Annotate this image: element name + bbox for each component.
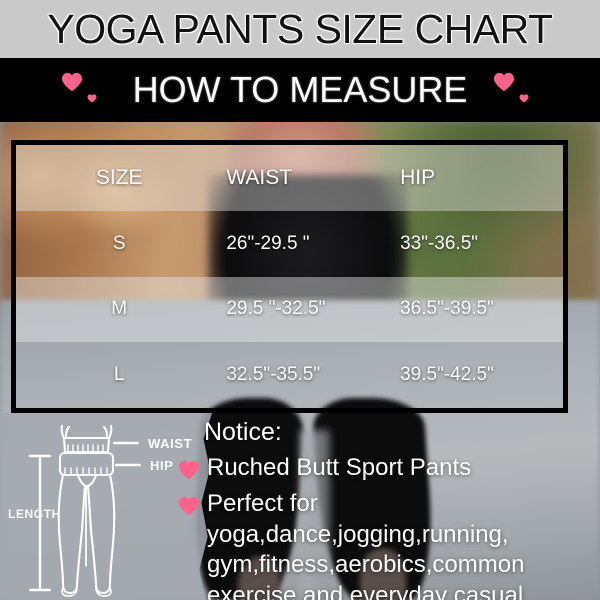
table-row: L 32.5"-35.5" 39.5"-42.5" — [16, 342, 563, 408]
cell-waist: 32.5"-35.5" — [226, 364, 321, 386]
table-row: S 26"-29.5 " 33"-36.5" — [16, 211, 563, 277]
column-header-size: SIZE — [95, 165, 143, 189]
subtitle-banner: HOW TO MEASURE — [0, 58, 600, 122]
heart-pair-icon-right — [493, 70, 539, 110]
cell-hip: 39.5"-42.5" — [400, 364, 494, 386]
notice-item: Perfect for yoga,dance,jogging,running, … — [179, 489, 600, 600]
measure-diagram-panel — [0, 413, 212, 600]
diagram-label-waist: WAIST — [148, 436, 192, 451]
cell-hip: 36.5"-39.5" — [400, 298, 494, 320]
heart-icon-small — [87, 94, 97, 103]
heart-icon — [179, 460, 199, 480]
column-header-hip: HIP — [400, 165, 436, 189]
title-banner: YOGA PANTS SIZE CHART — [0, 0, 600, 58]
page-title: YOGA PANTS SIZE CHART — [47, 5, 553, 52]
size-table: SIZE WAIST HIP S 26"-29.5 " 33"-36.5" M … — [11, 140, 568, 413]
heart-icon — [179, 497, 199, 516]
heart-icon — [61, 72, 82, 92]
cell-size: S — [112, 232, 126, 254]
heart-icon-small — [519, 94, 529, 103]
table-row: M 29.5 "-32.5" 36.5"-39.5" — [16, 276, 563, 343]
notice-item-text: Ruched Butt Sport Pants — [207, 454, 472, 481]
heart-pair-icon-left — [61, 70, 107, 110]
diagram-label-hip: HIP — [150, 458, 173, 473]
cell-size: M — [111, 298, 128, 320]
background-left-leg-slit — [238, 556, 280, 600]
notice-item-text: Perfect for yoga,dance,jogging,running, … — [207, 490, 525, 600]
heart-icon — [494, 72, 515, 92]
background-right-leg-slit — [360, 548, 406, 600]
table-header-row: SIZE WAIST HIP — [16, 145, 563, 211]
notice-item: Ruched Butt Sport Pants — [179, 453, 600, 483]
cell-hip: 33"-36.5" — [400, 232, 479, 254]
diagram-label-length: LENGTH — [8, 507, 61, 521]
background-leg-gap-highlight — [300, 430, 330, 600]
cell-waist: 26"-29.5 " — [226, 232, 310, 254]
cell-waist: 29.5 "-32.5" — [226, 298, 326, 320]
notice-block: Notice: Ruched Butt Sport Pants Perfect … — [179, 418, 600, 600]
subtitle: HOW TO MEASURE — [132, 69, 468, 110]
cell-size: L — [113, 364, 125, 386]
body-measure-illustration: WAIST HIP LENGTH — [8, 424, 192, 597]
column-header-waist: WAIST — [226, 165, 293, 189]
measurement-diagram: WAIST HIP LENGTH — [8, 418, 198, 600]
notice-title: Notice: — [204, 418, 282, 446]
